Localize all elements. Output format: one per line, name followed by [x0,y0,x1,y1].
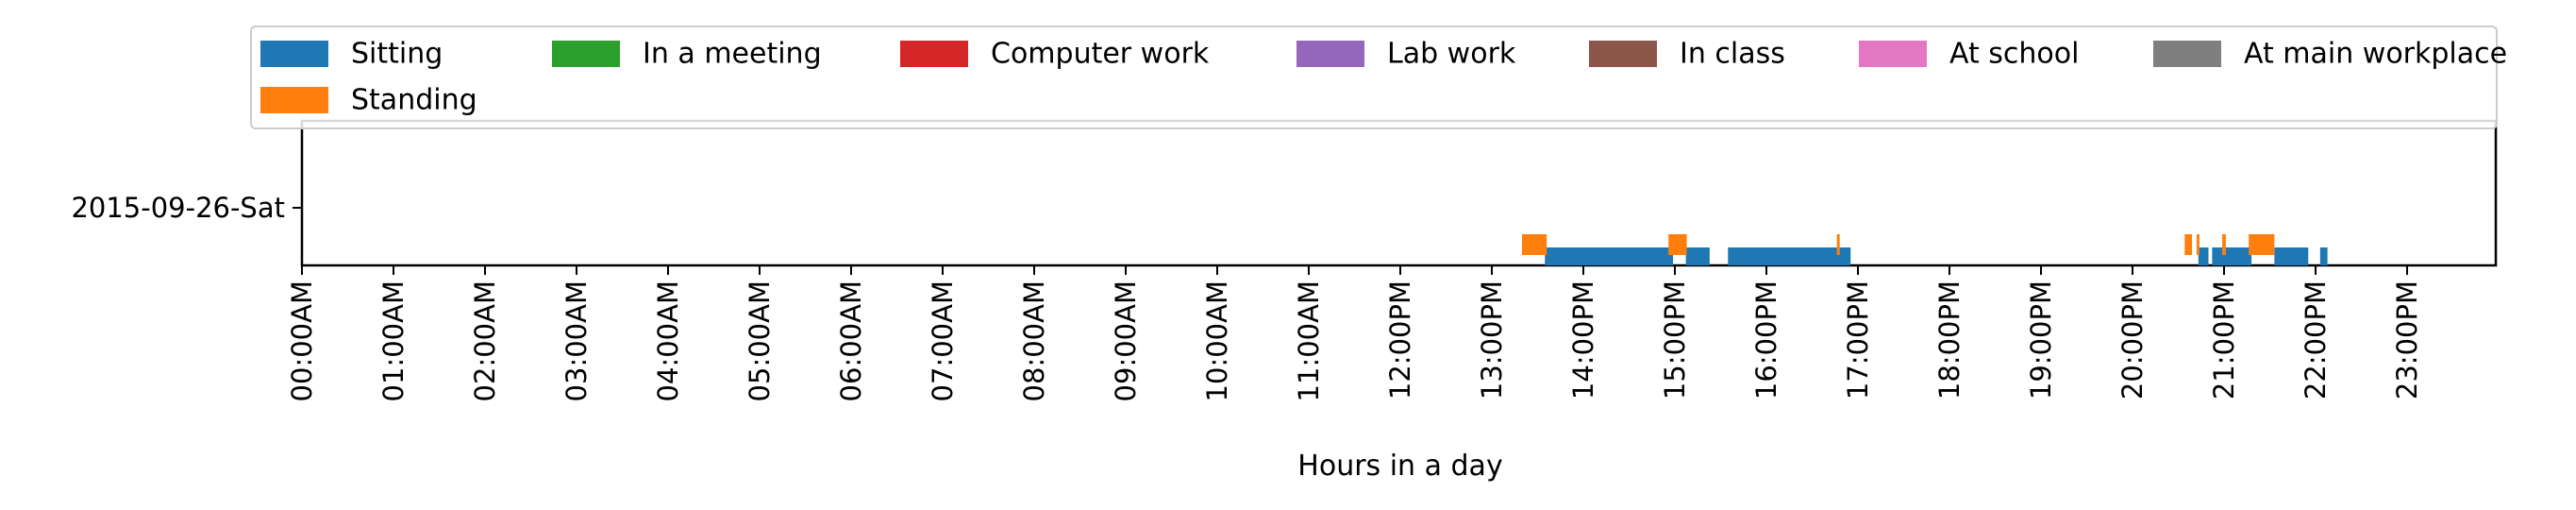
x-axis: 00:00AM 01:00AM 02:00AM 03:00AM 04:00AM 05:00… [286,265,2423,401]
x-tick-label: 13:00PM [1476,280,1508,400]
legend-swatch-at-school [1859,41,1927,67]
x-tick-label: 08:00AM [1018,280,1050,401]
legend-label-in-class: In class [1680,38,1785,71]
x-tick-label: 12:00PM [1384,280,1416,400]
bar-standing-5 [2222,234,2226,255]
bar-standing-3 [2184,234,2193,255]
bar-standing-6 [2249,234,2275,255]
bar-sitting-1 [1685,247,1710,265]
plot-area [300,119,2498,267]
bar-standing-1 [1668,234,1687,255]
legend-label-sitting: Sitting [351,38,443,71]
legend-swatch-standing [260,87,328,113]
y-tick-label: 2015-09-26-Sat [71,192,285,224]
bar-standing-4 [2196,234,2200,255]
x-tick-label: 15:00PM [1659,280,1691,400]
x-tick-label: 01:00AM [377,280,410,401]
x-tick-label: 23:00PM [2391,280,2423,400]
x-tick-label: 09:00AM [1110,280,1142,401]
legend-swatch-in-class [1589,41,1657,67]
x-tick-label: 17:00PM [1842,280,1874,400]
legend-label-at-main-workplace: At main workplace [2244,38,2507,71]
legend-box [250,26,2498,129]
legend-label-computer-work: Computer work [991,38,1210,71]
x-tick-label: 11:00AM [1293,280,1325,401]
bar-sitting-0 [1545,247,1674,265]
legend-swatch-at-main-workplace [2153,41,2221,67]
x-tick-label: 21:00PM [2208,280,2240,400]
legend-label-lab-work: Lab work [1387,38,1516,71]
x-tick-label: 19:00PM [2025,280,2057,400]
legend-swatch-sitting [260,41,328,67]
legend-swatch-computer-work [900,41,968,67]
bar-sitting-3 [2198,247,2209,265]
x-tick-label: 00:00AM [286,280,318,401]
x-tick-label: 06:00AM [835,280,867,401]
x-tick-label: 20:00PM [2116,280,2149,400]
x-tick-label: 16:00PM [1750,280,1782,400]
x-tick-label: 03:00AM [560,280,593,401]
x-tick-label: 22:00PM [2300,280,2332,400]
y-axis: 2015-09-26-Sat [71,192,302,224]
bar-standing-2 [1836,234,1840,255]
plot-frame [300,119,2498,267]
legend-label-at-school: At school [1949,38,2079,71]
legend: Sitting Standing In a meeting Computer work… [250,26,2507,129]
x-axis-label: Hours in a day [1297,450,1502,483]
x-tick-label: 07:00AM [927,280,959,401]
x-tick-label: 02:00AM [469,280,501,401]
x-tick-label: 14:00PM [1567,280,1599,400]
legend-label-standing: Standing [351,84,477,117]
legend-swatch-lab-work [1296,41,1364,67]
bar-sitting-2 [1728,247,1851,265]
bar-standing-0 [1522,234,1547,255]
bar-sitting-5 [2274,247,2309,265]
x-tick-label: 05:00AM [744,280,776,401]
bar-sitting-4 [2212,247,2252,265]
x-tick-label: 04:00AM [652,280,684,401]
x-tick-label: 10:00AM [1201,280,1233,401]
legend-label-in-a-meeting: In a meeting [643,38,822,71]
legend-swatch-in-a-meeting [552,41,620,67]
bar-sitting-6 [2319,247,2328,265]
x-tick-label: 18:00PM [1933,280,1965,400]
activity-bars [1522,234,2328,265]
